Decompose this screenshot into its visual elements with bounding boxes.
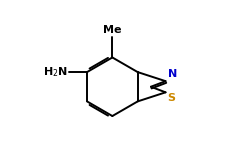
Text: Me: Me: [103, 25, 121, 35]
Text: H$_2$N: H$_2$N: [43, 65, 68, 79]
Text: S: S: [168, 93, 176, 103]
Text: N: N: [168, 69, 177, 79]
